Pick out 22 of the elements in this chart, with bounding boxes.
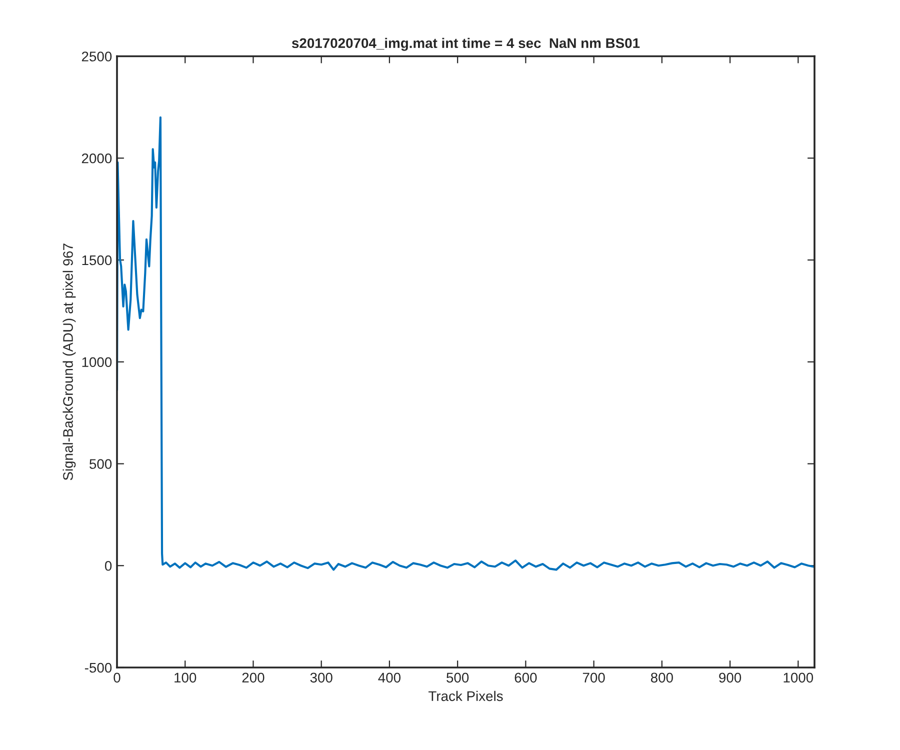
y-tick-label: 1500 bbox=[82, 255, 112, 266]
y-axis-title: Signal-BackGround (ADU) at pixel 967 bbox=[62, 244, 76, 480]
y-tick-label: -500 bbox=[84, 662, 112, 673]
x-tick-label: 900 bbox=[719, 672, 742, 683]
x-tick-label: 400 bbox=[378, 672, 401, 683]
y-tick-label: 2000 bbox=[82, 153, 112, 164]
y-tick-label: 500 bbox=[90, 459, 112, 469]
x-axis-title: Track Pixels bbox=[428, 690, 503, 702]
x-tick-label: 500 bbox=[446, 672, 469, 683]
x-tick-label: 300 bbox=[310, 672, 332, 683]
chart-title: s2017020704_img.mat int time = 4 sec NaN nm BS01 bbox=[292, 38, 640, 51]
y-tick-label: 1000 bbox=[82, 357, 112, 368]
x-tick-label: 700 bbox=[582, 672, 605, 683]
line-series bbox=[117, 116, 814, 571]
y-tick-label: 0 bbox=[104, 560, 112, 571]
x-tick-label: 800 bbox=[650, 672, 673, 683]
x-tick-label: 1000 bbox=[784, 672, 814, 683]
y-tick-label: 2500 bbox=[82, 52, 112, 62]
x-tick-label: 100 bbox=[174, 672, 196, 683]
x-tick-label: 0 bbox=[114, 672, 120, 683]
x-tick-label: 200 bbox=[242, 672, 264, 683]
x-tick-label: 600 bbox=[514, 672, 537, 683]
